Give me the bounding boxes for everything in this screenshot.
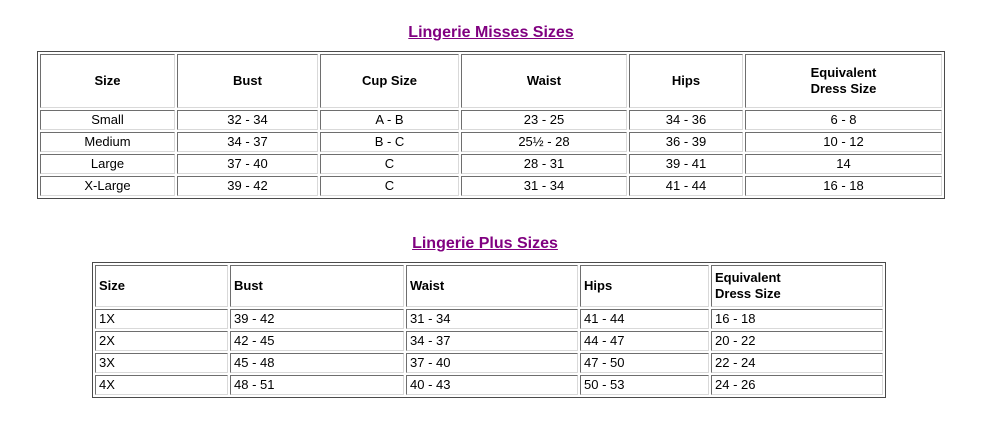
table-cell: B - C <box>320 132 459 152</box>
table-cell: 25½ - 28 <box>461 132 627 152</box>
table-cell: Large <box>40 154 175 174</box>
plus-col-equivalent-dress-size: Equivalent Dress Size <box>711 265 883 307</box>
table-cell: 24 - 26 <box>711 375 883 395</box>
misses-table: Size Bust Cup Size Waist Hips Equivalent… <box>37 51 945 199</box>
misses-col-size: Size <box>40 54 175 108</box>
misses-col-hips: Hips <box>629 54 743 108</box>
table-cell: 31 - 34 <box>406 309 578 329</box>
table-cell: Medium <box>40 132 175 152</box>
table-cell: 39 - 42 <box>230 309 404 329</box>
table-cell: 50 - 53 <box>580 375 709 395</box>
table-cell: 2X <box>95 331 228 351</box>
table-cell: 39 - 42 <box>177 176 318 196</box>
table-row: Small 32 - 34 A - B 23 - 25 34 - 36 6 - … <box>40 110 942 130</box>
table-cell: 4X <box>95 375 228 395</box>
table-cell: C <box>320 154 459 174</box>
table-cell: 22 - 24 <box>711 353 883 373</box>
table-cell: 31 - 34 <box>461 176 627 196</box>
table-row: Medium 34 - 37 B - C 25½ - 28 36 - 39 10… <box>40 132 942 152</box>
table-cell: 41 - 44 <box>580 309 709 329</box>
plus-table: Size Bust Waist Hips Equivalent Dress Si… <box>92 262 886 398</box>
table-row: 2X 42 - 45 34 - 37 44 - 47 20 - 22 <box>95 331 883 351</box>
table-row: 1X 39 - 42 31 - 34 41 - 44 16 - 18 <box>95 309 883 329</box>
table-row: 4X 48 - 51 40 - 43 50 - 53 24 - 26 <box>95 375 883 395</box>
table-cell: 34 - 37 <box>177 132 318 152</box>
plus-title-link[interactable]: Lingerie Plus Sizes <box>412 235 558 252</box>
plus-header-row: Size Bust Waist Hips Equivalent Dress Si… <box>95 265 883 307</box>
table-cell: 37 - 40 <box>406 353 578 373</box>
table-cell: 16 - 18 <box>711 309 883 329</box>
misses-col-bust: Bust <box>177 54 318 108</box>
table-row: X-Large 39 - 42 C 31 - 34 41 - 44 16 - 1… <box>40 176 942 196</box>
misses-col-equivalent-dress-size: Equivalent Dress Size <box>745 54 942 108</box>
plus-section: Lingerie Plus Sizes Size Bust Waist Hips… <box>92 235 886 398</box>
table-cell: 20 - 22 <box>711 331 883 351</box>
table-cell: 14 <box>745 154 942 174</box>
table-row: Large 37 - 40 C 28 - 31 39 - 41 14 <box>40 154 942 174</box>
table-cell: 16 - 18 <box>745 176 942 196</box>
table-cell: 39 - 41 <box>629 154 743 174</box>
table-cell: 34 - 37 <box>406 331 578 351</box>
table-cell: 6 - 8 <box>745 110 942 130</box>
table-cell: Small <box>40 110 175 130</box>
table-cell: A - B <box>320 110 459 130</box>
misses-header-row: Size Bust Cup Size Waist Hips Equivalent… <box>40 54 942 108</box>
plus-col-waist: Waist <box>406 265 578 307</box>
misses-col-waist: Waist <box>461 54 627 108</box>
misses-title-link[interactable]: Lingerie Misses Sizes <box>408 24 574 41</box>
table-cell: C <box>320 176 459 196</box>
table-cell: 41 - 44 <box>629 176 743 196</box>
table-cell: 42 - 45 <box>230 331 404 351</box>
table-cell: 34 - 36 <box>629 110 743 130</box>
table-cell: 45 - 48 <box>230 353 404 373</box>
table-cell: 28 - 31 <box>461 154 627 174</box>
misses-col-cup-size: Cup Size <box>320 54 459 108</box>
table-cell: 36 - 39 <box>629 132 743 152</box>
table-cell: 47 - 50 <box>580 353 709 373</box>
plus-col-hips: Hips <box>580 265 709 307</box>
table-cell: 48 - 51 <box>230 375 404 395</box>
table-cell: 40 - 43 <box>406 375 578 395</box>
table-cell: 23 - 25 <box>461 110 627 130</box>
table-cell: 32 - 34 <box>177 110 318 130</box>
table-cell: 1X <box>95 309 228 329</box>
plus-col-size: Size <box>95 265 228 307</box>
table-cell: X-Large <box>40 176 175 196</box>
misses-section: Lingerie Misses Sizes Size Bust Cup Size… <box>37 24 945 199</box>
table-cell: 37 - 40 <box>177 154 318 174</box>
table-cell: 3X <box>95 353 228 373</box>
table-cell: 44 - 47 <box>580 331 709 351</box>
table-row: 3X 45 - 48 37 - 40 47 - 50 22 - 24 <box>95 353 883 373</box>
table-cell: 10 - 12 <box>745 132 942 152</box>
plus-col-bust: Bust <box>230 265 404 307</box>
